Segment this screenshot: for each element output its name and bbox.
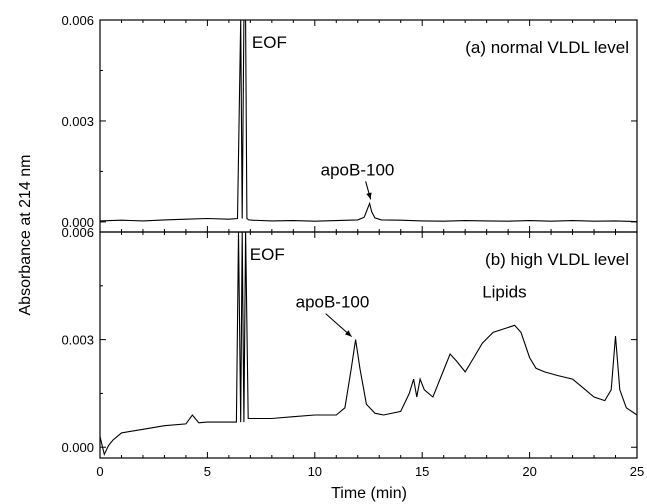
annotation-b-0: EOF <box>250 245 285 264</box>
panel-label-b: (b) high VLDL level <box>485 250 629 269</box>
series-line-b-0 <box>100 232 637 457</box>
x-tick-label-3: 15 <box>415 464 429 479</box>
series-line-a-0 <box>100 20 637 223</box>
x-tick-label-2: 10 <box>308 464 322 479</box>
panel-label-a: (a) normal VLDL level <box>465 38 629 57</box>
annotation-b-1: apoB-100 <box>296 293 370 312</box>
x-tick-label-4: 20 <box>522 464 536 479</box>
y-tick-label-a-1: 0.003 <box>61 114 94 129</box>
y-tick-label-b-1: 0.003 <box>61 333 94 348</box>
annotation-a-1: apoB-100 <box>321 160 395 179</box>
y-tick-label-a-0: 0.000 <box>61 215 94 230</box>
y-tick-label-a-2: 0.006 <box>61 13 94 28</box>
y-tick-label-b-0: 0.000 <box>61 440 94 455</box>
annotation-arrowhead-a-1 <box>366 192 372 200</box>
panel-a: 0.000 0.003 0.006 (a) normal VLDL level EOF a… <box>61 13 638 233</box>
annotation-b-2: Lipids <box>482 282 526 301</box>
x-tick-label-1: 5 <box>204 464 211 479</box>
y-axis-label: Absorbance at 214 nm <box>17 155 34 316</box>
x-axis-label: Time (min) <box>331 485 407 502</box>
annotation-a-0: EOF <box>252 33 287 52</box>
x-tick-label-0: 0 <box>96 464 103 479</box>
x-axis: 0 5 10 15 20 25 <box>96 464 644 479</box>
panel-b: 0.000 0.003 0.006 (b) high VLDL level EOF apo… <box>61 225 638 459</box>
annotation-arrowhead-b-1 <box>344 330 352 337</box>
x-tick-label-5: 25 <box>630 464 644 479</box>
plot-frame-b <box>99 231 638 459</box>
y-tick-label-b-2: 0.006 <box>61 225 94 240</box>
